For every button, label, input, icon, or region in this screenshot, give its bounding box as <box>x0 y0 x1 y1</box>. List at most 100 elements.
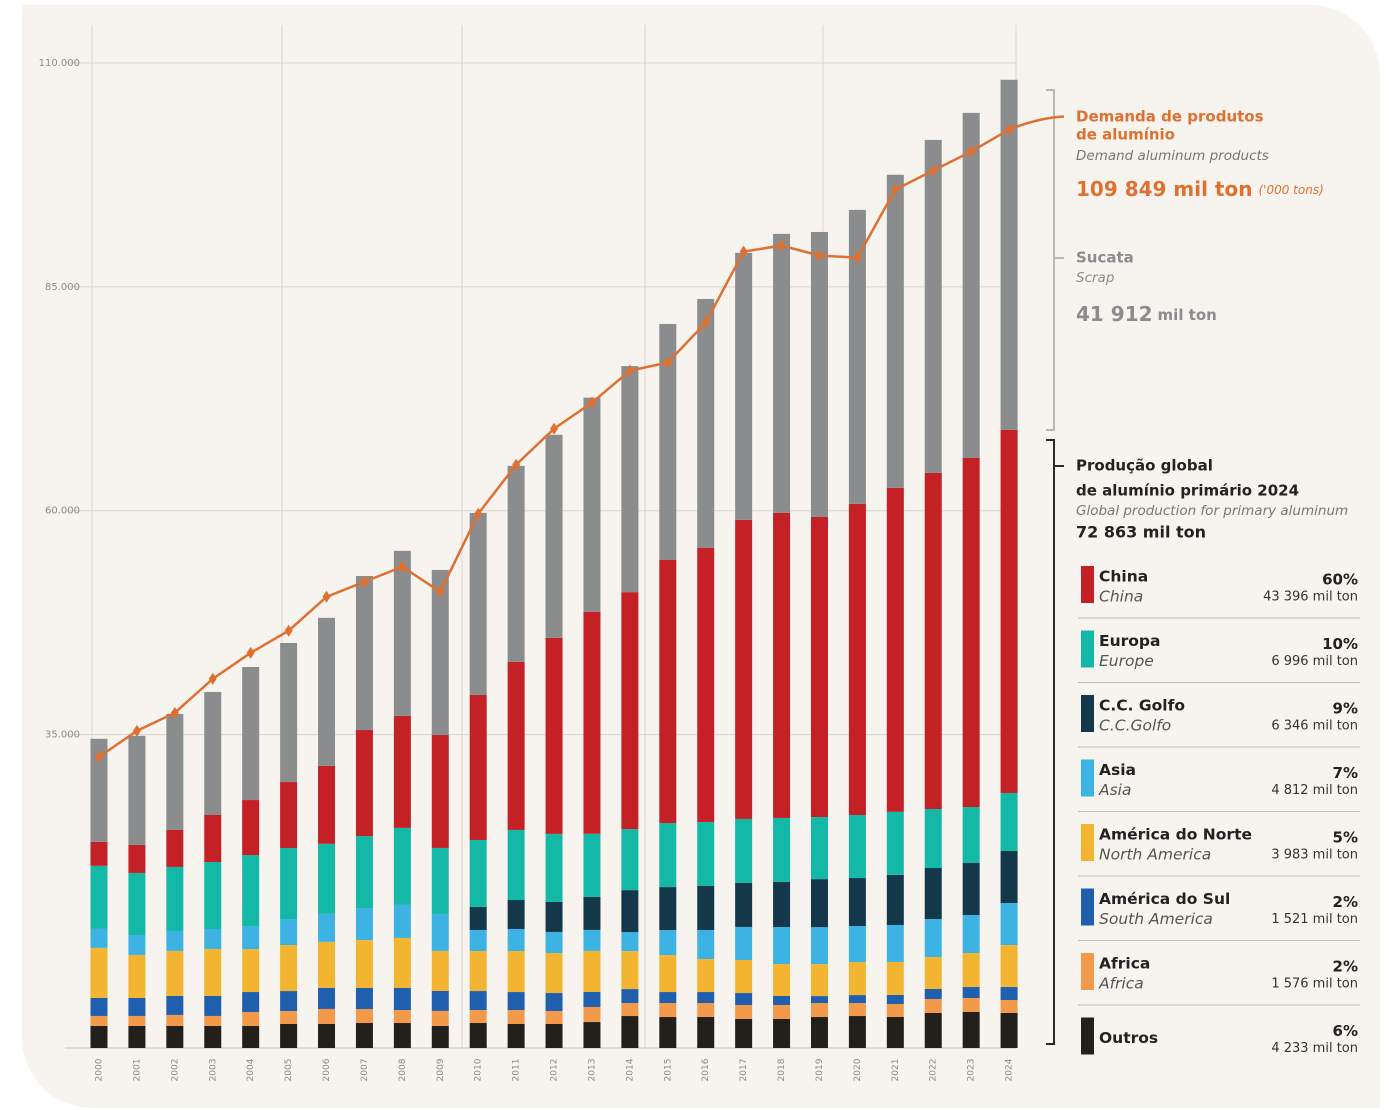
legend-share: 6% <box>1333 1022 1358 1040</box>
bar-segment <box>735 926 753 960</box>
bar-segment <box>810 879 828 928</box>
bar-segment <box>545 952 563 994</box>
bar-segment <box>242 992 260 1013</box>
legend-amount: 1 521 mil ton <box>1271 912 1358 927</box>
bar-segment <box>735 993 753 1006</box>
legend-name-en: North America <box>1099 846 1211 864</box>
bar-segment <box>735 1005 753 1019</box>
demand-point <box>625 364 634 377</box>
bar-segment <box>1000 851 1018 904</box>
bar-segment <box>507 951 525 993</box>
bar-segment <box>507 992 525 1011</box>
bar-segment <box>90 1015 108 1026</box>
bar-segment <box>962 952 980 988</box>
bar-segment <box>773 1005 791 1019</box>
demand-point <box>853 251 862 264</box>
bar-segment <box>242 800 260 856</box>
bar-segment <box>507 1010 525 1025</box>
bar-segment <box>810 1017 828 1048</box>
bar-segment <box>280 919 298 946</box>
bar-segment <box>90 947 108 998</box>
bar-segment <box>1000 1012 1018 1048</box>
demand-title: Demanda de produtos <box>1076 108 1264 126</box>
bar-segment <box>886 994 904 1005</box>
production-title: de alumínio primário 2024 <box>1076 482 1299 500</box>
bar-segment <box>924 919 942 958</box>
y-tick-label: 35.000 <box>45 730 80 741</box>
bar-segment <box>280 945 298 992</box>
bar-segment <box>242 855 260 927</box>
legend-swatch <box>1081 888 1094 926</box>
bar-segment <box>431 950 449 991</box>
bar-segment <box>583 611 601 834</box>
bar-segment <box>810 964 828 997</box>
bar-segment <box>924 988 942 1000</box>
bar-segment <box>583 950 601 992</box>
bar-segment <box>924 472 942 810</box>
bar-segment <box>1000 79 1018 430</box>
legend-name-en: Europe <box>1099 652 1154 670</box>
bar-segment <box>204 995 222 1016</box>
demand-point <box>891 183 900 196</box>
bar-segment <box>659 559 677 824</box>
x-tick-label: 2018 <box>777 1058 787 1081</box>
bar-segment <box>318 987 336 1009</box>
bar-segment <box>431 990 449 1011</box>
bar-segment <box>659 823 677 888</box>
legend-swatch <box>1081 695 1094 732</box>
bar-segment <box>924 999 942 1013</box>
x-tick-label: 2010 <box>474 1058 484 1081</box>
bar-segment <box>621 1016 639 1048</box>
demand-point <box>398 560 407 573</box>
bar-segment <box>128 872 146 935</box>
bar-segment <box>355 988 373 1010</box>
legend-amount: 1 576 mil ton <box>1271 977 1358 992</box>
bar-segment <box>886 1017 904 1048</box>
demand-line-extension <box>1008 115 1065 131</box>
bar-segment <box>810 1003 828 1018</box>
bar-segment <box>886 874 904 925</box>
bar-segment <box>166 995 184 1015</box>
scrap-unit: mil ton <box>1158 306 1217 324</box>
bar-segment <box>583 833 601 897</box>
bar-segment <box>697 929 715 959</box>
bar-segment <box>90 997 108 1016</box>
bar-segment <box>621 592 639 830</box>
bar-segment <box>355 1009 373 1024</box>
demand-point <box>436 585 445 598</box>
bar-segment <box>204 1015 222 1026</box>
demand-point <box>474 507 483 520</box>
bar-segment <box>469 991 487 1011</box>
x-tick-label: 2024 <box>1005 1058 1015 1081</box>
bar-segment <box>507 899 525 929</box>
bar-segment <box>204 815 222 863</box>
bar-segment <box>545 434 563 638</box>
bar-segment <box>393 715 411 828</box>
bar-segment <box>697 958 715 993</box>
bar-segment <box>507 928 525 952</box>
bar-segment <box>393 1010 411 1024</box>
bar-segment <box>848 1003 866 1017</box>
x-tick-label: 2013 <box>587 1059 597 1082</box>
bar-segment <box>393 937 411 989</box>
bar-segment <box>393 988 411 1011</box>
bar-segment <box>1000 1000 1018 1013</box>
legend-share: 9% <box>1333 700 1358 718</box>
bar-segment <box>848 1016 866 1048</box>
legend-amount: 6 346 mil ton <box>1271 719 1358 734</box>
legend-share: 10% <box>1322 635 1358 653</box>
bar-segment <box>810 927 828 965</box>
bar-segment <box>962 112 980 458</box>
legend-swatch <box>1081 1017 1094 1055</box>
legend-name: C.C. Golfo <box>1099 697 1185 715</box>
bar-segment <box>318 941 336 988</box>
x-tick-label: 2014 <box>625 1058 635 1081</box>
bar-segment <box>355 940 373 989</box>
bar-segment <box>621 932 639 952</box>
bar-segment <box>469 906 487 930</box>
bar-segment <box>507 661 525 830</box>
legend-name: Europa <box>1099 632 1160 650</box>
x-tick-label: 2009 <box>436 1058 446 1081</box>
legend-share: 60% <box>1322 571 1358 589</box>
demand-point <box>512 458 521 471</box>
